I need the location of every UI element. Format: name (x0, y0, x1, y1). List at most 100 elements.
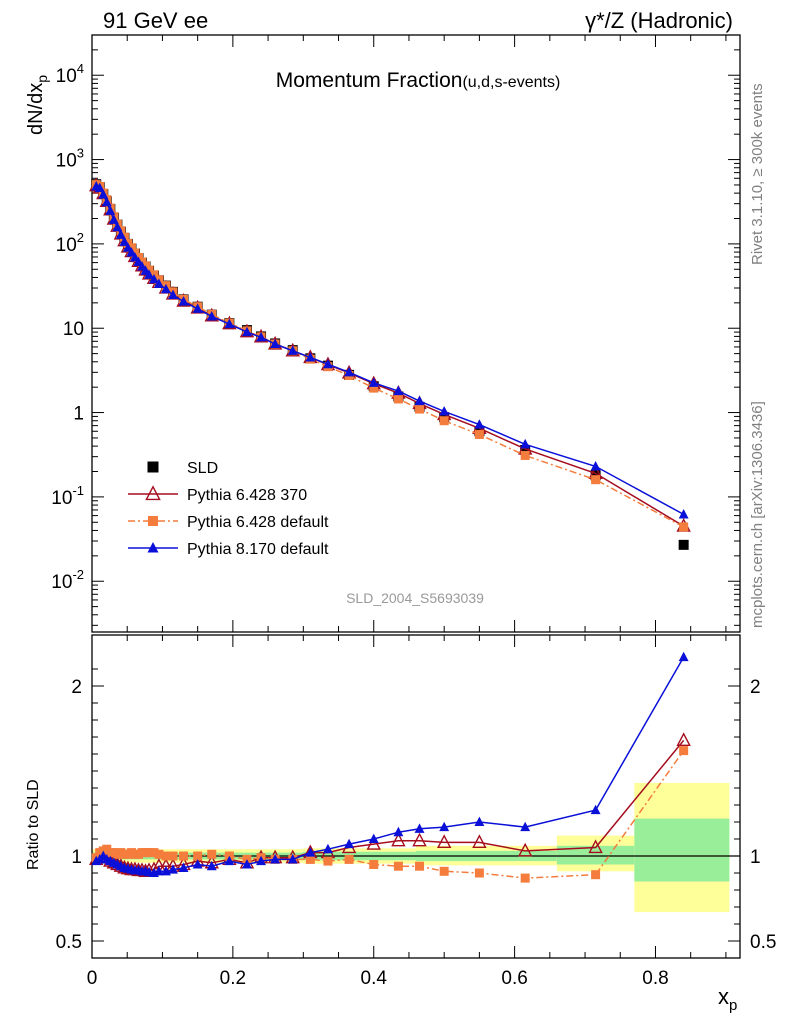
main-title: Momentum Fraction(u,d,s-events) (276, 69, 561, 92)
ratio-pythia-8170-default-point (678, 651, 689, 662)
ratio-pythia-6428-default-point (323, 856, 333, 866)
main-pythia-6428-default-point (679, 522, 689, 532)
main-y-tick-label: 10-2 (51, 567, 84, 593)
main-pythia-8170-default-point (115, 229, 126, 239)
ratio-stat-uncertainty-band (634, 818, 730, 882)
ratio-pythia-6428-default-point (161, 851, 171, 861)
main-y-tick-label: 104 (56, 61, 84, 87)
main-pythia-8170-default-point (344, 366, 355, 377)
ratio-pythia-6428-default-point (144, 848, 154, 858)
main-pythia-8170-default-point (224, 318, 235, 329)
ratio-y-tick-label-right: 0.5 (750, 932, 776, 953)
main-sld-point (520, 444, 531, 455)
ratio-pythia-8170-default-point (393, 826, 404, 837)
main-pythia-8170-default-point (108, 214, 119, 224)
legend-label-pythia-6428-370: Pythia 6.428 370 (187, 487, 307, 504)
main-pythia-8170-default-point (439, 406, 450, 416)
main-panel: 10-2 10-1 1 10 102 103 104 (51, 34, 741, 633)
ratio-pythia-6428-default-point (415, 861, 425, 871)
ratio-pythia-8170-default-point (344, 838, 355, 849)
ratio-y-axis-label: Ratio to SLD (25, 779, 42, 870)
rivet-version-text: Rivet 3.1.10, ≥ 300k events (749, 83, 766, 265)
ratio-pythia-6428-default-point (393, 861, 403, 871)
main-pythia-6428-default-point (474, 429, 484, 439)
main-pythia-6428-default-point (393, 394, 403, 404)
ratio-pythia-6428-default-point (474, 868, 484, 878)
main-pythia-8170-default-point (323, 358, 333, 369)
ratio-pythia-8170-default-point (323, 843, 333, 854)
ratio-y-tick-label: 0.5 (56, 932, 82, 953)
main-y-axis-label: dN/dxp (25, 75, 50, 135)
ratio-pythia-8170-default-point (256, 855, 266, 866)
main-pythia-8170-default-point (168, 289, 178, 300)
main-pythia-8170-default-point (101, 196, 112, 207)
ratio-pythia-8170-default-point (242, 859, 252, 869)
main-pythia-8170-default-point (256, 331, 266, 342)
ratio-pythia-6428-default-line (95, 750, 685, 879)
ratio-pythia-6428-370-point (412, 832, 427, 847)
ratio-pythia-6428-370-point (366, 835, 381, 850)
main-pythia-8170-default-point (149, 273, 159, 284)
ratio-pythia-6428-370-point (517, 842, 533, 857)
ratio-pythia-6428-370-point (391, 832, 406, 847)
main-pythia-8170-default-point (305, 352, 316, 362)
main-y-tick-label: 103 (56, 146, 84, 172)
legend: SLD Pythia 6.428 370 Pythia 6.428 default P… (128, 460, 329, 558)
ratio-panel: 0 0.2 0.4 0.6 0.8 0.5 0.5 1 1 2 2 (56, 634, 776, 989)
main-sld-point (678, 539, 689, 550)
ratio-pythia-8170-default-point (153, 865, 164, 876)
ratio-pythia-8170-default-point (206, 860, 217, 871)
legend-marker-sld (147, 461, 159, 473)
ratio-y-tick-label: 1 (71, 847, 82, 868)
main-pythia-8170-default-point (270, 338, 281, 349)
main-pythia-8170-default-point (590, 460, 601, 471)
legend-marker-pythia-8170-default (147, 542, 159, 553)
ratio-pythia-8170-default-point (270, 854, 281, 864)
ratio-pythia-8170-default-point (439, 821, 450, 832)
main-pythia-8170-default-point (368, 377, 379, 387)
x-tick-label: 0.4 (361, 968, 388, 989)
ratio-pythia-6428-default-point (344, 854, 354, 864)
ratio-pythia-6428-default-point (679, 746, 689, 756)
ratio-stat-uncertainty-band (556, 845, 635, 865)
main-pythia-8170-default-point (192, 303, 203, 313)
main-pythia-8170-default-point (105, 205, 116, 215)
analysis-watermark: SLD_2004_S5693039 (346, 590, 484, 606)
legend-label-sld: SLD (187, 460, 218, 477)
ratio-pythia-8170-default-point (178, 862, 189, 872)
main-pythia-8170-default-point (144, 269, 155, 279)
main-y-tick-label: 102 (56, 230, 84, 256)
ratio-pythia-8170-default-point (168, 864, 178, 874)
main-pythia-6428-default-point (520, 450, 530, 460)
ratio-pythia-6428-default-point (179, 851, 189, 861)
main-pythia-8170-default-point (206, 311, 217, 321)
ratio-pythia-6428-default-point (154, 849, 164, 859)
main-frame (91, 34, 741, 633)
ratio-pythia-6428-default-point (439, 866, 449, 876)
ratio-pythia-8170-default-point (287, 854, 298, 864)
legend-label-pythia-8170-default: Pythia 8.170 default (187, 541, 329, 558)
ratio-pythia-6428-default-point (193, 851, 203, 861)
main-pythia-8170-default-point (94, 182, 105, 193)
main-y-tick-label: 10 (63, 319, 84, 340)
ratio-y-tick-label-right: 1 (750, 847, 761, 868)
main-pythia-8170-default-point (178, 296, 189, 306)
ratio-pythia-6428-370-point (676, 732, 691, 747)
header-right-label: γ*/Z (Hadronic) (585, 8, 733, 33)
main-y-tick-label: 1 (73, 404, 84, 425)
ratio-pythia-8170-default-point (192, 859, 203, 869)
ratio-pythia-6428-default-point (369, 860, 379, 869)
x-tick-label: 0 (87, 968, 98, 989)
ratio-pythia-6428-default-point (149, 848, 159, 858)
ratio-pythia-8170-default-point (305, 847, 316, 857)
main-pythia-8170-default-point (242, 326, 252, 337)
main-pythia-8170-default-point (393, 385, 404, 396)
main-pythia-8170-default-point (414, 395, 425, 406)
main-pythia-6428-default-point (369, 383, 379, 393)
main-title-text: Momentum Fraction (276, 69, 463, 92)
ratio-pythia-8170-default-point (590, 804, 601, 815)
ratio-frame (91, 634, 741, 959)
main-pythia-6428-default-point (591, 475, 601, 485)
ratio-pythia-6428-370-point (588, 839, 603, 854)
main-y-tick-label: 10-1 (51, 483, 84, 509)
